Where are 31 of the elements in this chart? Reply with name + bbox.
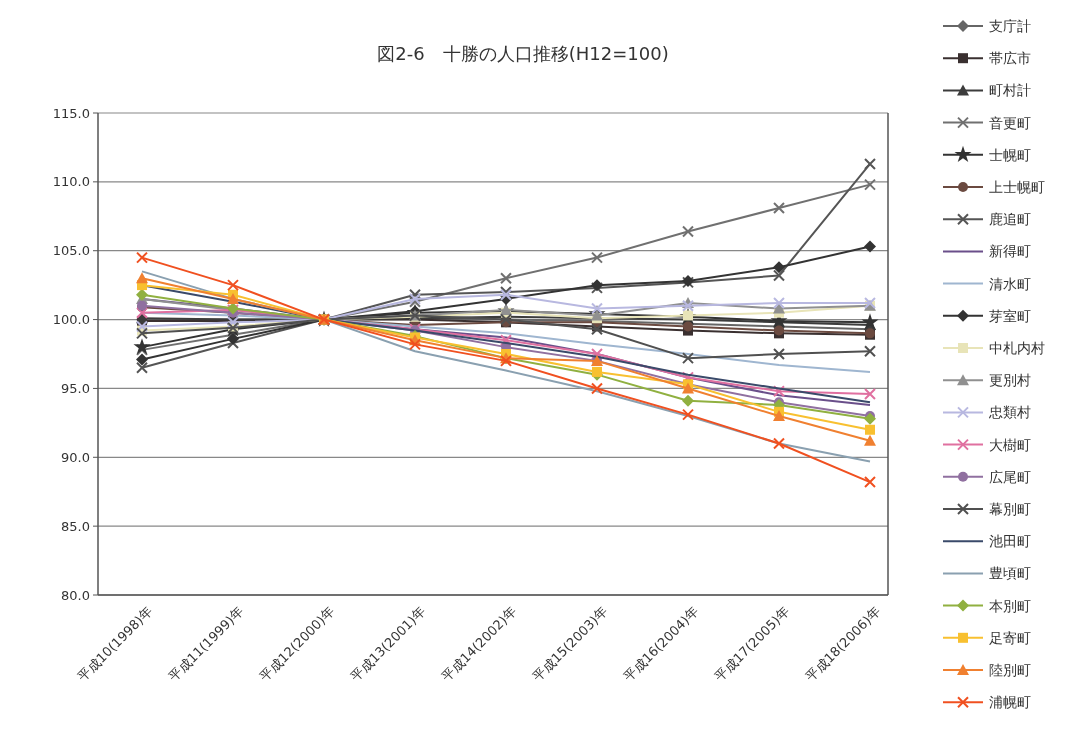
legend-label: 上士幌町 [989, 178, 1045, 195]
y-tick-label: 90.0 [61, 449, 90, 465]
y-tick-label: 80.0 [61, 587, 90, 603]
legend-label: 音更町 [989, 114, 1031, 131]
y-tick-label: 110.0 [52, 174, 90, 190]
legend-label: 豊頃町 [989, 565, 1031, 582]
legend-label: 大樹町 [989, 436, 1031, 453]
legend-label: 陸別町 [989, 661, 1031, 678]
legend-label: 更別村 [989, 372, 1031, 389]
legend-label: 新得町 [989, 243, 1031, 260]
y-tick-label: 85.0 [61, 518, 90, 534]
y-tick-label: 95.0 [61, 380, 90, 396]
legend-label: 芽室町 [989, 307, 1031, 324]
legend-label: 足寄町 [989, 629, 1031, 646]
legend-label: 広尾町 [989, 468, 1031, 485]
legend-label: 清水町 [989, 275, 1031, 292]
legend-label: 池田町 [989, 533, 1031, 550]
legend-label: 幕別町 [989, 500, 1031, 517]
legend-label: 忠類村 [988, 404, 1031, 421]
legend-label: 鹿追町 [989, 211, 1031, 228]
legend-label: 町村計 [989, 82, 1031, 99]
legend-label: 支庁計 [989, 17, 1031, 34]
y-tick-label: 105.0 [52, 243, 90, 259]
legend-label: 中札内村 [989, 339, 1045, 356]
y-tick-label: 100.0 [52, 312, 90, 328]
chart-title: 図2-6 十勝の人口推移(H12=100) [377, 43, 669, 64]
y-tick-label: 115.0 [52, 105, 90, 121]
legend-label: 本別町 [989, 597, 1031, 614]
legend-label: 浦幌町 [989, 694, 1031, 711]
legend-label: 帯広市 [989, 50, 1031, 67]
legend-label: 士幌町 [989, 146, 1031, 163]
